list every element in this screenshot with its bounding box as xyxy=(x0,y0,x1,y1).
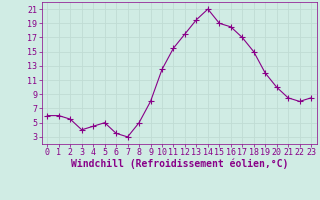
X-axis label: Windchill (Refroidissement éolien,°C): Windchill (Refroidissement éolien,°C) xyxy=(70,159,288,169)
